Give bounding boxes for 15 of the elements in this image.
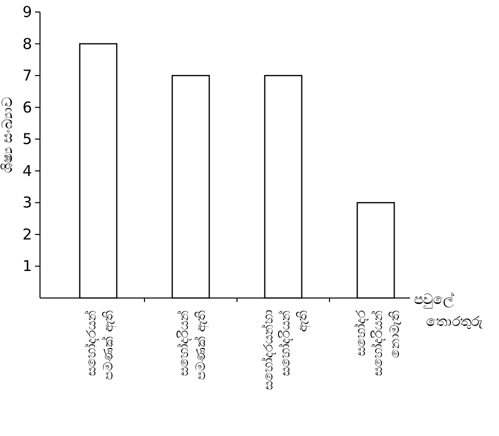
y-axis-title: ශිෂ්‍ය සංඛ්‍යාව bbox=[0, 96, 16, 174]
x-tick-label: සහෝදරයන් පමණක් ඇති bbox=[83, 310, 116, 380]
x-tick-label: සහෝදරයන්හා සහෝදරියන් ඇති bbox=[260, 310, 310, 390]
y-tick-label: 6 bbox=[22, 98, 32, 116]
y-tick-label: 3 bbox=[22, 194, 32, 212]
y-tick-label: 8 bbox=[22, 34, 32, 53]
y-tick-label: 4 bbox=[22, 162, 32, 180]
x-axis-title: පවුලේ තොරතුරු bbox=[414, 292, 483, 330]
y-tick-label: 1 bbox=[22, 257, 32, 276]
y-tick-label: 7 bbox=[22, 66, 32, 85]
y-tick-label: 2 bbox=[22, 225, 32, 244]
x-tick-label: සහෝදරියන් පමණක් ඇති bbox=[176, 310, 209, 380]
y-tick-label: 5 bbox=[22, 130, 32, 148]
y-tick-label: 9 bbox=[22, 3, 32, 21]
x-tick-label: සහෝදර සහෝදරියන් නොමැති bbox=[352, 310, 403, 376]
